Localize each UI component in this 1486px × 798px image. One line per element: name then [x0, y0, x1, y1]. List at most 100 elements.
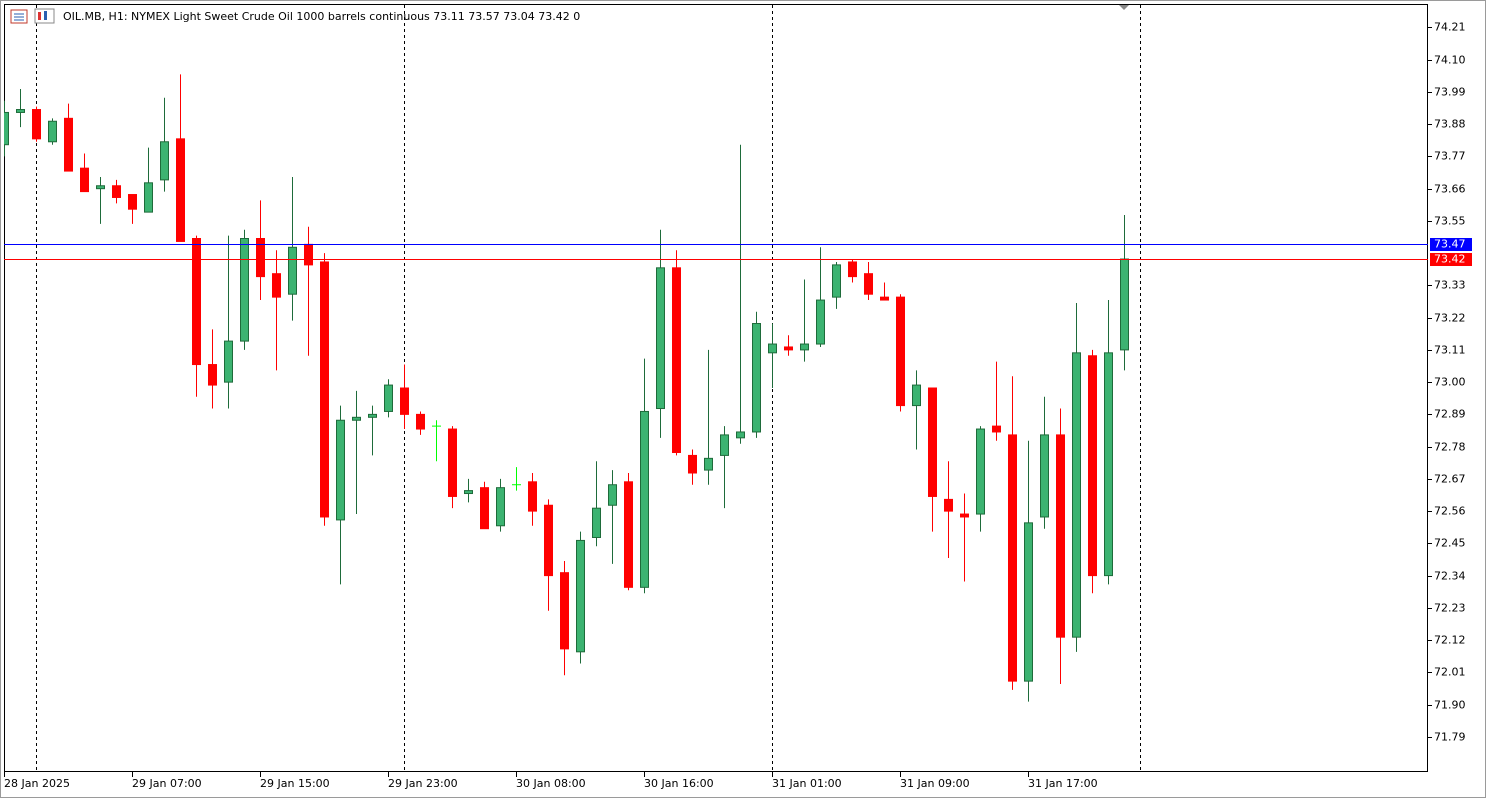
price-label: 73.42	[1434, 253, 1466, 266]
candle-body	[1008, 434, 1017, 682]
candle-body	[384, 384, 393, 412]
candle-body	[496, 487, 505, 527]
chart-title: OIL.MB, H1: NYMEX Light Sweet Crude Oil …	[63, 10, 580, 23]
candle-body	[800, 343, 809, 351]
y-tick-label: 72.56	[1434, 505, 1466, 518]
candle-body	[352, 416, 361, 421]
x-tick-label: 30 Jan 08:00	[516, 777, 586, 790]
candle-body	[1104, 352, 1113, 577]
candle-body	[624, 481, 633, 588]
x-tick-label: 28 Jan 2025	[4, 777, 70, 790]
y-tick-label: 72.45	[1434, 537, 1466, 550]
candle-body	[976, 428, 985, 515]
x-tick-label: 31 Jan 01:00	[772, 777, 842, 790]
candle-body	[592, 507, 601, 538]
y-tick-label: 73.88	[1434, 118, 1466, 131]
candle-body	[848, 261, 857, 278]
x-tick-label: 29 Jan 23:00	[388, 777, 458, 790]
candle-body	[656, 267, 665, 410]
candle-body	[48, 120, 57, 143]
candle-body	[176, 138, 185, 242]
y-tick-label: 72.78	[1434, 441, 1466, 454]
candle-body	[64, 117, 73, 172]
candle-body	[944, 498, 953, 512]
candle-body	[544, 504, 553, 577]
y-tick-label: 72.34	[1434, 570, 1466, 583]
candle-body	[304, 243, 313, 266]
candle-body	[880, 296, 889, 301]
price-label: 73.47	[1434, 238, 1466, 251]
candle-body	[464, 490, 473, 495]
y-tick-label: 72.89	[1434, 408, 1466, 421]
candle-body	[256, 238, 265, 278]
y-tick-label: 73.99	[1434, 86, 1466, 99]
candle-body	[96, 185, 105, 190]
y-tick-label: 72.12	[1434, 634, 1466, 647]
y-tick-label: 72.67	[1434, 473, 1466, 486]
toolbar-icons	[10, 8, 55, 24]
candle-body	[192, 238, 201, 366]
y-tick-label: 74.21	[1434, 21, 1466, 34]
shift-marker	[1119, 5, 1129, 10]
y-tick-label: 73.11	[1434, 344, 1466, 357]
candle-body	[160, 141, 169, 181]
candle-body	[640, 410, 649, 588]
candle-body	[784, 346, 793, 351]
plot-area	[4, 74, 1129, 702]
candle-body	[768, 343, 777, 354]
candle-body	[928, 387, 937, 497]
candle-body	[960, 513, 969, 518]
candle-body	[576, 539, 585, 653]
candle-body	[80, 167, 89, 193]
y-tick-label: 71.90	[1434, 699, 1466, 712]
candle-body	[1040, 434, 1049, 518]
price-label-box	[1430, 238, 1472, 251]
candle-body	[864, 273, 873, 295]
candle-body	[272, 273, 281, 298]
candle-body	[4, 111, 9, 146]
candle-body	[1056, 434, 1065, 638]
candle-body	[1072, 352, 1081, 638]
x-tick-label: 31 Jan 17:00	[1028, 777, 1098, 790]
price-label-box	[1430, 253, 1472, 266]
candle-body	[752, 323, 761, 433]
y-tick-label: 74.10	[1434, 54, 1466, 67]
candle-body	[832, 264, 841, 298]
y-tick-label: 73.00	[1434, 376, 1466, 389]
candle-body	[992, 425, 1001, 433]
candle-body	[528, 481, 537, 512]
candle-body	[672, 267, 681, 453]
candle-body	[816, 299, 825, 345]
candle-body	[32, 109, 41, 140]
candle-body	[1088, 355, 1097, 577]
candle-body	[1120, 258, 1129, 351]
candle-body	[608, 484, 617, 506]
candle-body	[224, 340, 233, 383]
candle-body	[720, 434, 729, 456]
y-tick-label: 73.77	[1434, 150, 1466, 163]
x-tick-label: 29 Jan 07:00	[132, 777, 202, 790]
candle-body	[704, 457, 713, 471]
candle-body	[112, 185, 121, 198]
x-tick-label: 29 Jan 15:00	[260, 777, 330, 790]
candle-body	[1024, 522, 1033, 682]
candle-body	[288, 246, 297, 295]
candle-body	[896, 296, 905, 407]
candle-body	[320, 261, 329, 518]
candle-body	[240, 238, 249, 342]
x-tick-label: 31 Jan 09:00	[900, 777, 970, 790]
candle-body	[688, 454, 697, 474]
y-tick-label: 72.01	[1434, 666, 1466, 679]
candle-body	[336, 419, 345, 521]
candle-body	[560, 572, 569, 650]
y-tick-label: 73.22	[1434, 312, 1466, 325]
candle-body	[448, 428, 457, 497]
y-tick-label: 73.55	[1434, 215, 1466, 228]
candle-body	[912, 384, 921, 407]
candle-body	[144, 182, 153, 213]
candle-body	[16, 109, 25, 113]
candle-body	[208, 364, 217, 386]
candle-body	[400, 387, 409, 415]
